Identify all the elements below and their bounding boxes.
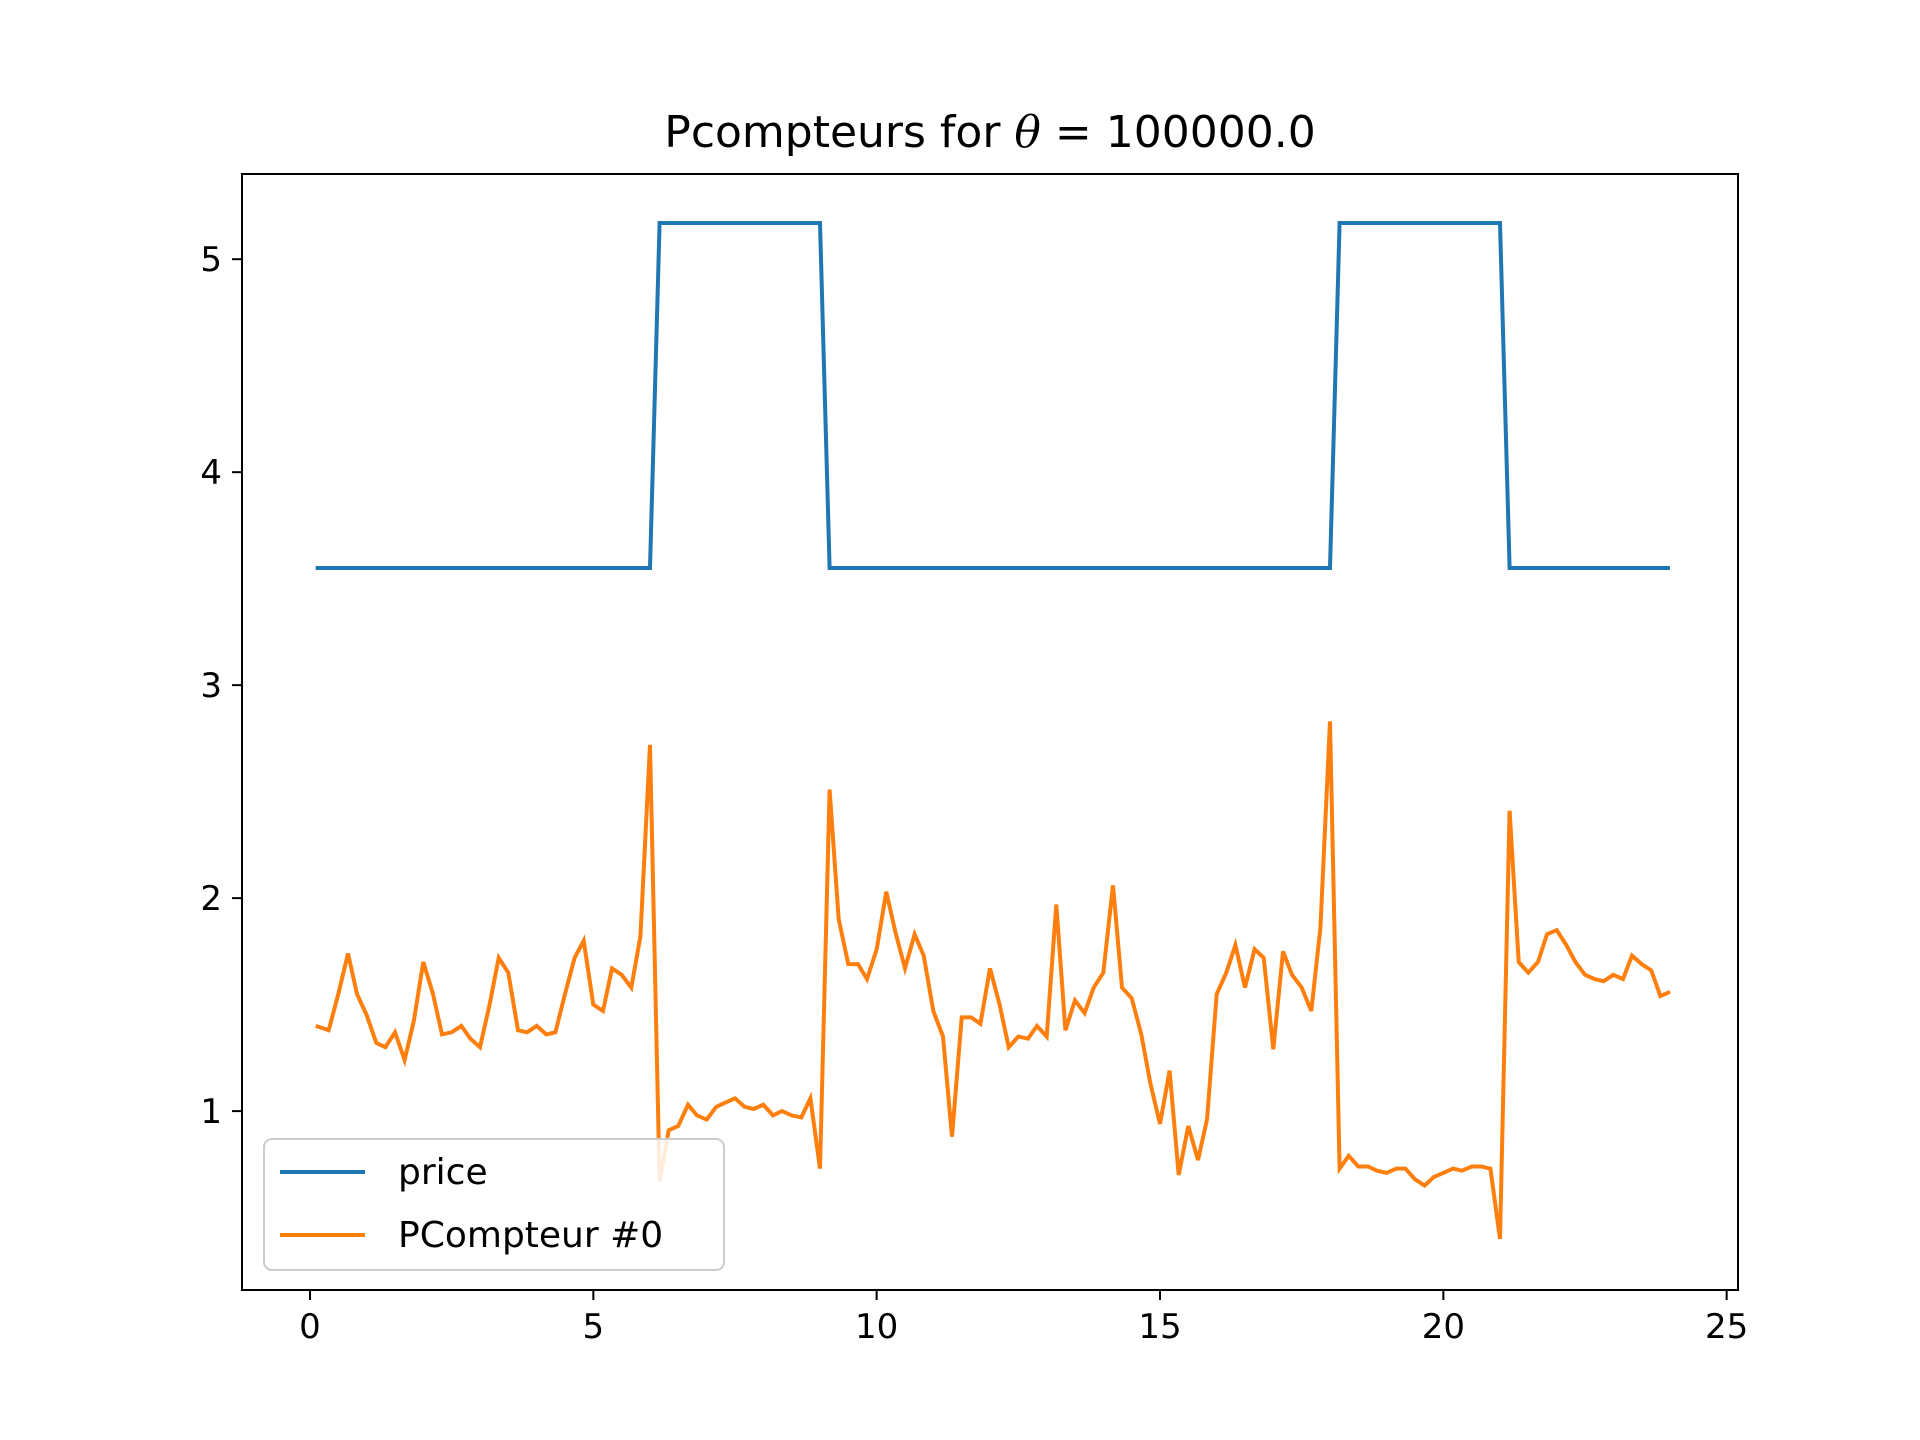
- x-axis-ticks: 0 5 10 15 20 25: [299, 1290, 1748, 1347]
- x-tick-label: 10: [855, 1307, 898, 1347]
- chart-title: Pcompteurs for θ = 100000.0: [664, 107, 1315, 158]
- x-tick-label: 25: [1705, 1307, 1748, 1347]
- series-line-pcompteur-0: [315, 721, 1671, 1240]
- x-tick-label: 5: [583, 1307, 605, 1347]
- x-tick-label: 20: [1422, 1307, 1465, 1347]
- title-value: 100000.0: [1106, 107, 1316, 158]
- series-layer: [315, 221, 1671, 1240]
- series-line-price: [315, 221, 1670, 570]
- title-prefix: Pcompteurs for: [664, 107, 1014, 158]
- y-tick-label: 5: [200, 240, 222, 280]
- axes-frame: [241, 173, 1739, 1291]
- y-tick-label: 1: [200, 1092, 222, 1132]
- legend-label-price: price: [398, 1152, 488, 1193]
- y-tick-label: 3: [200, 666, 222, 706]
- legend-label-pcompteur-0: PCompteur #0: [398, 1215, 663, 1256]
- x-tick-label: 0: [299, 1307, 321, 1347]
- y-tick-label: 2: [200, 879, 222, 919]
- title-equals: =: [1041, 107, 1106, 158]
- title-theta-symbol: θ: [1014, 107, 1041, 158]
- legend-box: [263, 1138, 725, 1271]
- y-tick-label: 4: [200, 453, 222, 493]
- y-axis-ticks: 1 2 3 4 5: [200, 240, 242, 1132]
- legend: price PCompteur #0: [263, 1138, 725, 1271]
- x-tick-label: 15: [1138, 1307, 1181, 1347]
- plot-area: 0 5 10 15 20 25 1 2 3 4 5: [200, 173, 1748, 1347]
